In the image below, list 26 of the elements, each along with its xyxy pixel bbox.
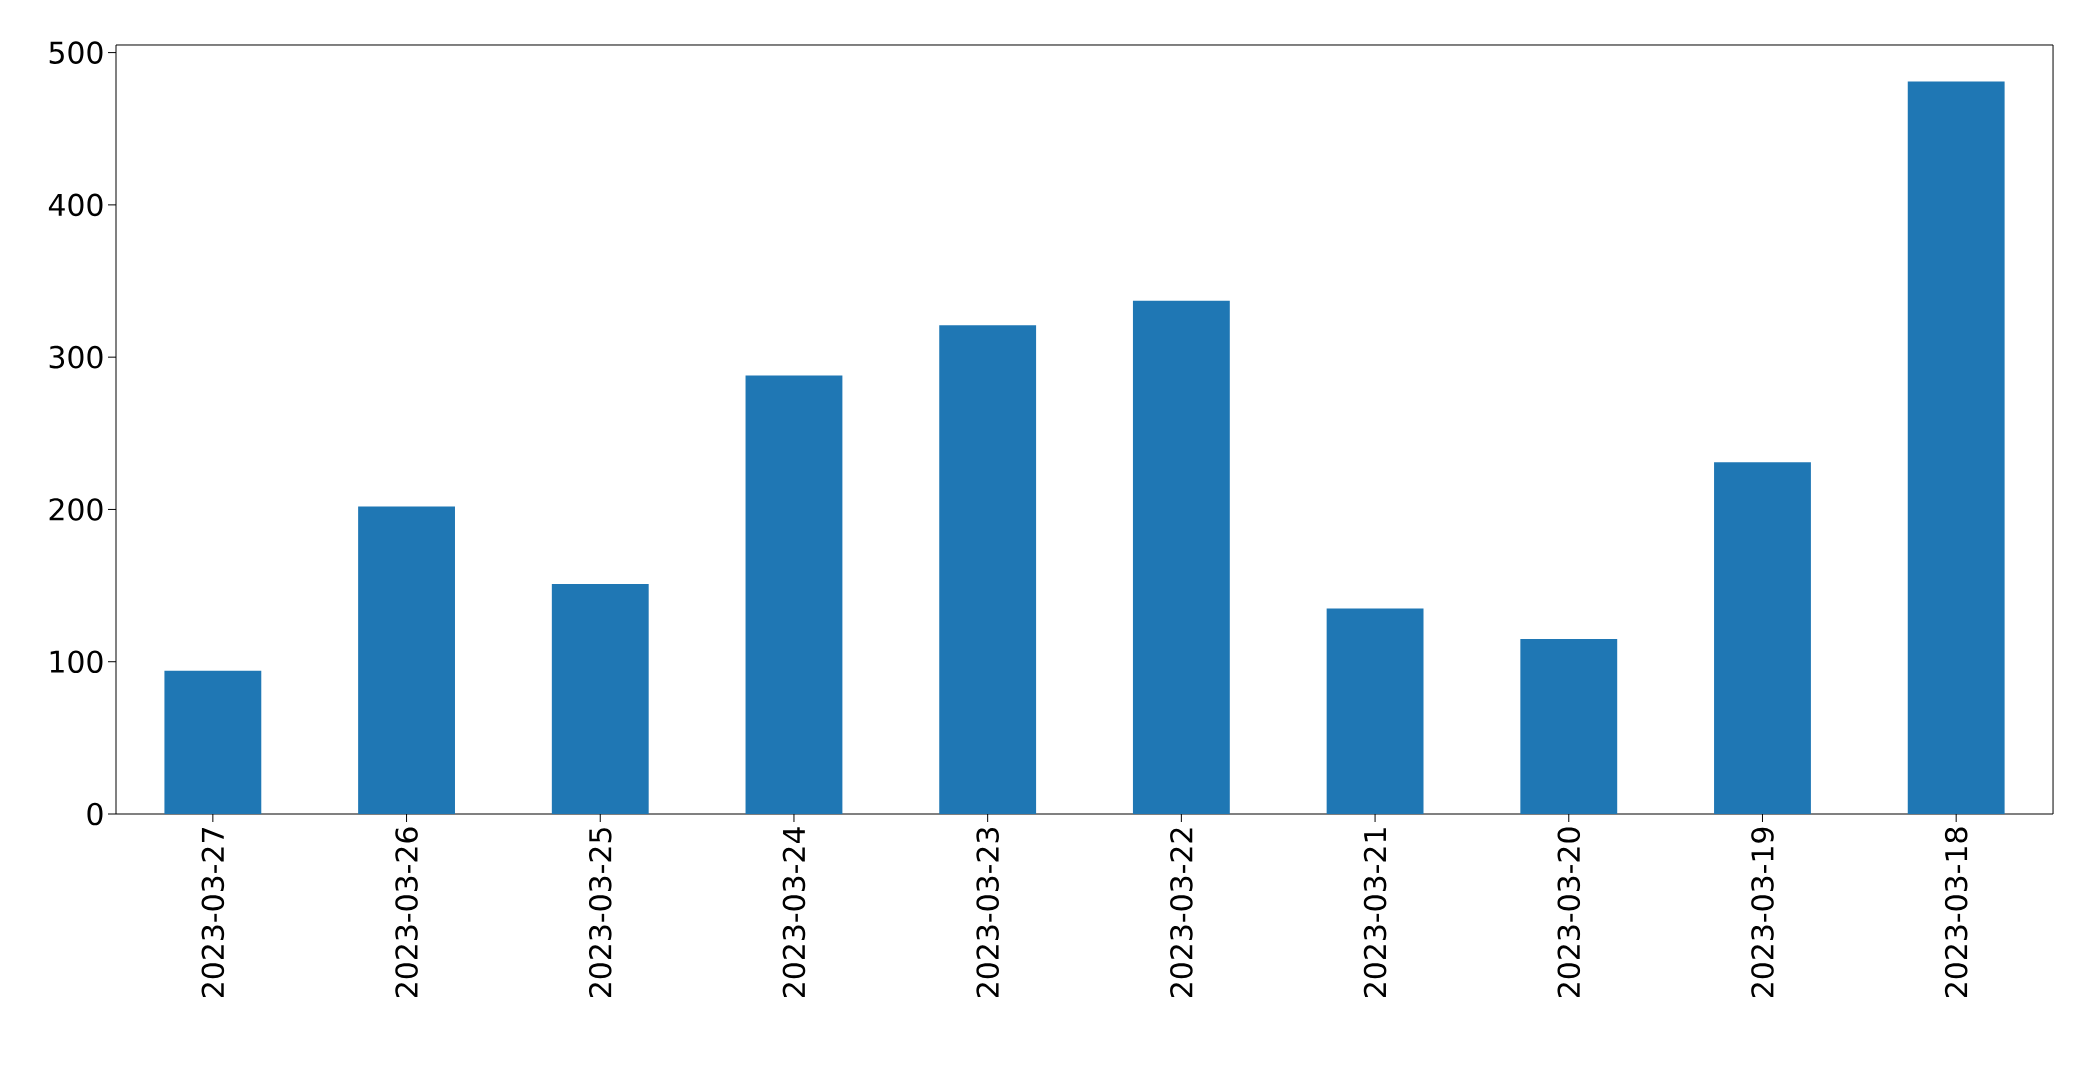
bar bbox=[358, 506, 455, 814]
bar bbox=[745, 375, 843, 814]
bar bbox=[1907, 81, 2005, 814]
bar bbox=[551, 584, 649, 814]
y-tick-label: 200 bbox=[49, 498, 103, 521]
x-tick-label: 2023-03-23 bbox=[976, 827, 999, 998]
bar bbox=[1714, 462, 1811, 814]
x-tick-label: 2023-03-24 bbox=[782, 827, 806, 998]
x-tick-label: 2023-03-27 bbox=[201, 828, 225, 998]
x-tick-label: 2023-03-25 bbox=[588, 828, 612, 998]
y-tick-label: 300 bbox=[49, 345, 103, 369]
bar bbox=[939, 325, 1037, 814]
x-tick-label: 2023-03-22 bbox=[1170, 828, 1193, 998]
bar bbox=[1520, 638, 1618, 814]
bar bbox=[1326, 608, 1424, 814]
y-tick-label: 500 bbox=[49, 41, 103, 64]
bar bbox=[1132, 300, 1230, 814]
y-tick-label: 400 bbox=[48, 193, 103, 217]
x-tick-label: 2023-03-21 bbox=[1363, 828, 1387, 998]
bar bbox=[164, 670, 262, 814]
x-tick-label: 2023-03-18 bbox=[1944, 827, 1968, 998]
x-tick-label: 2023-03-19 bbox=[1751, 827, 1774, 998]
x-tick-label: 2023-03-20 bbox=[1557, 827, 1581, 998]
x-tick-label: 2023-03-26 bbox=[395, 827, 418, 998]
y-tick-label: 0 bbox=[87, 802, 103, 826]
y-tick-label: 100 bbox=[50, 650, 103, 674]
